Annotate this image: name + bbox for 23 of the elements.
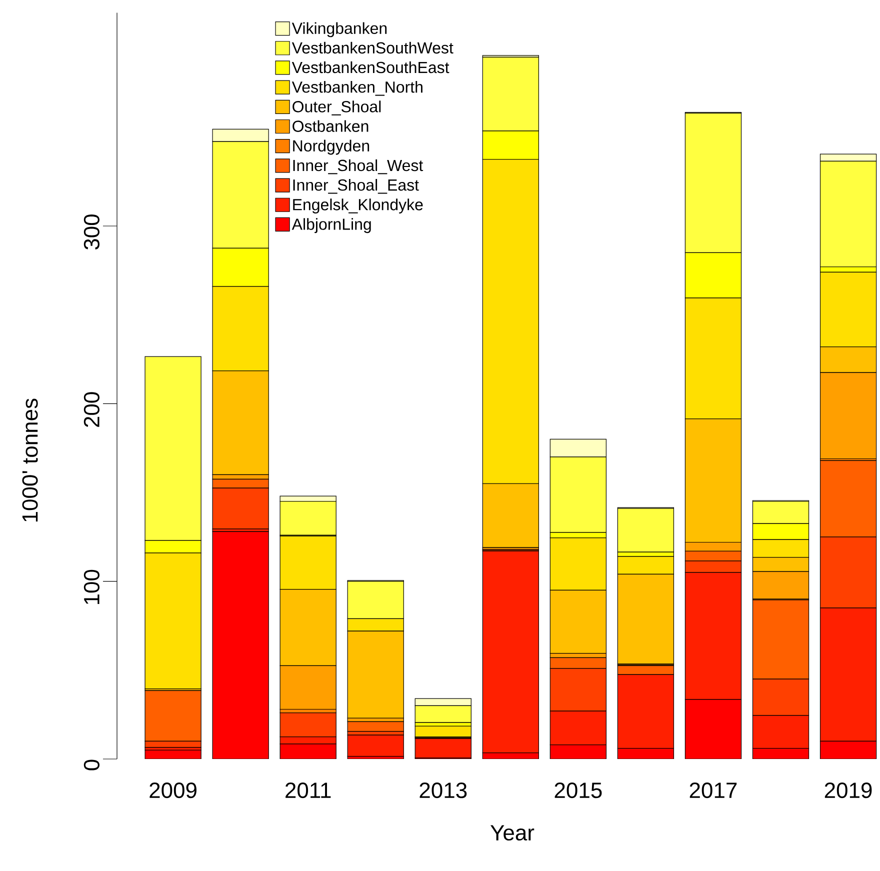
legend-label: VestbankenSouthWest xyxy=(292,42,454,54)
y-tick-label: 0 xyxy=(84,760,100,770)
legend-label: VestbankenSouthEast xyxy=(292,61,450,74)
legend-label: Inner_Shoal_East xyxy=(293,178,419,194)
legend-label: Nordgyden xyxy=(293,140,370,155)
y-tick-label: 300 xyxy=(84,214,100,250)
legend-label: Ostbanken xyxy=(292,120,368,132)
legend-label: Vikingbanken xyxy=(292,22,387,38)
x-tick-label: 2009 xyxy=(150,782,196,798)
y-axis-title: 1000' tonnes xyxy=(22,398,38,522)
legend-label: Inner_Shoal_West xyxy=(293,159,424,174)
x-tick-label: 2015 xyxy=(554,782,602,798)
x-tick-label: 2011 xyxy=(286,782,331,798)
legend-label: Vestbanken_North xyxy=(292,81,422,96)
x-axis-title: Year xyxy=(490,825,534,841)
legend-label: Outer_Shoal xyxy=(292,100,381,116)
x-tick-label: 2013 xyxy=(420,782,467,798)
x-tick-label: 2019 xyxy=(824,782,872,798)
y-tick-label: 200 xyxy=(84,392,100,427)
legend-label: Engelsk_Klondyke xyxy=(293,198,423,214)
legend-label: AlbjornLing xyxy=(292,218,371,234)
x-tick-label: 2017 xyxy=(690,782,737,798)
y-tick-label: 100 xyxy=(84,570,100,604)
